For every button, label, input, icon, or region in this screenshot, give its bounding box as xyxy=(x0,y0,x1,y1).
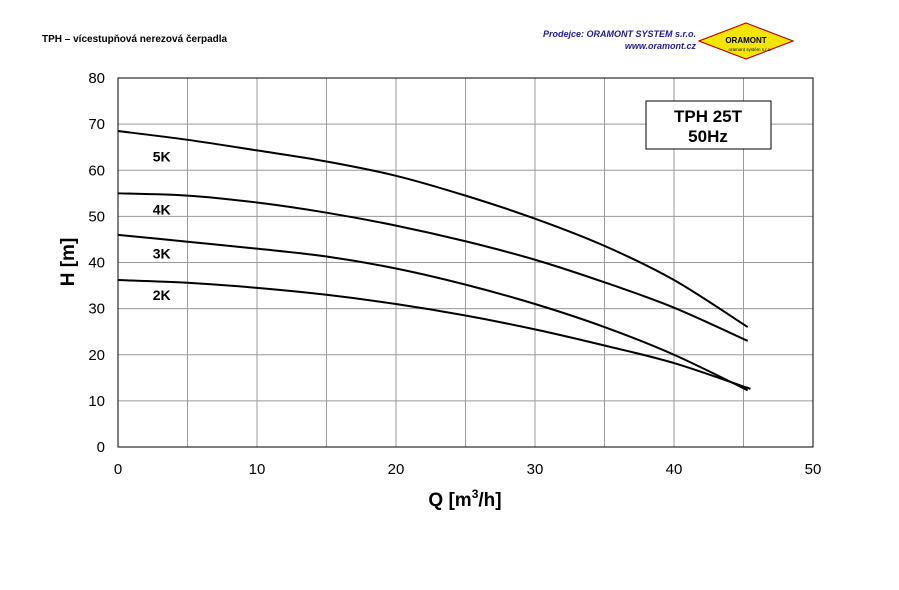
plot-area-frame xyxy=(117,77,814,448)
curve-label-5k: 5K xyxy=(153,148,171,164)
curve-labels: 5K 4K 3K 2K xyxy=(153,148,171,302)
document-title: TPH – vícestupňová nerezová čerpadla xyxy=(42,34,228,45)
curve-label-2k: 2K xyxy=(153,287,171,303)
y-tick-label: 70 xyxy=(88,116,105,133)
x-tick-label: 50 xyxy=(805,461,822,478)
axis-ticks: 0 10 20 30 40 50 0 10 20 30 40 50 60 70 80 xyxy=(88,70,821,478)
curve-2k xyxy=(117,279,751,390)
y-tick-label: 0 xyxy=(97,439,105,456)
dealer-info: Prodejce: ORAMONT SYSTEM s.r.o. www.oram… xyxy=(543,28,696,52)
x-tick-label: 30 xyxy=(527,461,544,478)
dealer-name: ORAMONT SYSTEM s.r.o. xyxy=(586,29,696,39)
x-axis-title-main: Q [m xyxy=(428,490,471,511)
logo-diamond-shape xyxy=(698,22,794,60)
model-box: TPH 25T 50Hz xyxy=(645,100,772,150)
curve-label-4k: 4K xyxy=(153,201,171,217)
curve-4k xyxy=(117,192,749,342)
curve-5k xyxy=(117,130,749,328)
y-tick-label: 20 xyxy=(88,347,105,364)
y-tick-label: 10 xyxy=(88,393,105,410)
y-tick-label: 40 xyxy=(88,255,105,272)
model-box-line-2: 50Hz xyxy=(688,127,728,146)
y-tick-label: 30 xyxy=(88,301,105,318)
x-tick-label: 0 xyxy=(114,461,122,478)
curve-3k xyxy=(117,233,749,392)
x-axis-title-tail: /h] xyxy=(478,490,501,511)
oramont-logo: ORAMONT oramont systém s.r.o. xyxy=(698,22,794,60)
x-tick-label: 20 xyxy=(388,461,405,478)
y-tick-label: 80 xyxy=(88,70,105,87)
curve-label-3k: 3K xyxy=(153,245,171,261)
y-axis-title: H [m] xyxy=(58,238,79,287)
dealer-prefix: Prodejce: xyxy=(542,29,584,39)
y-tick-label: 50 xyxy=(88,208,105,225)
logo-text: ORAMONT xyxy=(725,36,766,45)
model-box-frame xyxy=(645,100,772,150)
dealer-web: www.oramont.cz xyxy=(624,41,696,51)
curves xyxy=(117,130,751,392)
y-tick-label: 60 xyxy=(88,162,105,179)
x-axis-title: Q [m3/h] xyxy=(428,487,501,511)
x-axis-title-sup: 3 xyxy=(472,487,479,501)
x-tick-label: 10 xyxy=(249,461,266,478)
logo-subtext: oramont systém s.r.o. xyxy=(728,47,771,52)
x-tick-label: 40 xyxy=(666,461,683,478)
model-box-line-1: TPH 25T xyxy=(674,107,743,126)
